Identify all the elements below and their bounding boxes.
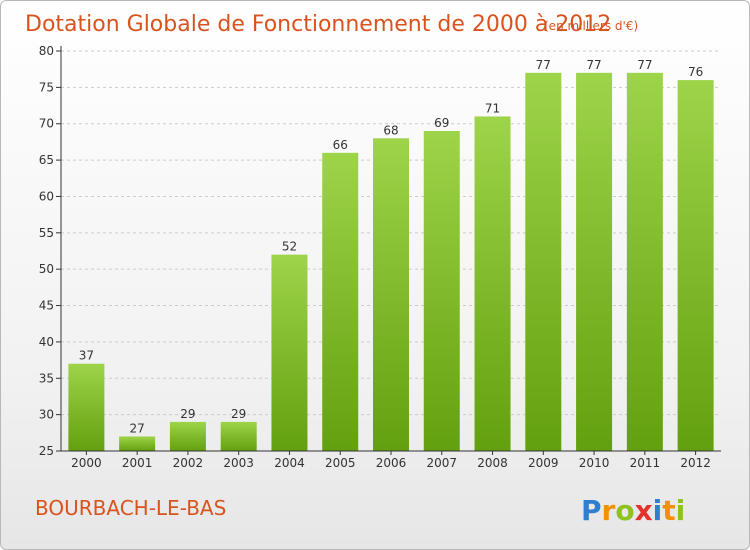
proxiti-logo: Proxiti xyxy=(581,494,685,527)
x-tick-label: 2010 xyxy=(579,456,610,470)
value-label-2000: 37 xyxy=(79,349,94,363)
chart-unit-subtitle: (en milliers d'€) xyxy=(544,19,638,33)
logo-letter: i xyxy=(676,494,686,527)
y-tick-label: 30 xyxy=(39,408,54,422)
y-tick-label: 75 xyxy=(39,80,54,94)
value-label-2001: 27 xyxy=(130,421,145,435)
y-tick-label: 45 xyxy=(39,299,54,313)
bar-2000 xyxy=(68,363,105,451)
x-tick-label: 2006 xyxy=(376,456,407,470)
y-tick-label: 50 xyxy=(39,262,54,276)
x-tick-label: 2008 xyxy=(477,456,508,470)
x-tick-label: 2001 xyxy=(122,456,153,470)
x-axis-ticks: 2000 2001 2002 2003 2004 2005 2006 2007 2008 2009… xyxy=(71,451,711,470)
logo-letter: x xyxy=(635,494,653,527)
x-tick-label: 2004 xyxy=(274,456,305,470)
bar-2008 xyxy=(474,116,511,452)
bar-2012 xyxy=(677,80,714,451)
bar-2007 xyxy=(423,131,460,451)
value-labels: 37 27 29 29 52 66 68 69 71 77 77 77 76 xyxy=(79,58,704,436)
chart-title: Dotation Globale de Fonctionnement de 20… xyxy=(25,12,611,37)
value-label-2003: 29 xyxy=(231,407,246,421)
bar-2010 xyxy=(576,72,613,452)
bar-2009 xyxy=(525,72,562,452)
y-tick-label: 65 xyxy=(39,153,54,167)
value-label-2008: 71 xyxy=(485,101,500,115)
logo-letter: o xyxy=(615,494,634,527)
bar-2001 xyxy=(119,436,156,451)
bar-2002 xyxy=(169,421,206,451)
bar-2005 xyxy=(322,152,359,451)
logo-letter: t xyxy=(662,494,675,527)
x-tick-label: 2007 xyxy=(426,456,457,470)
value-label-2012: 76 xyxy=(688,65,703,79)
y-tick-label: 35 xyxy=(39,371,54,385)
x-tick-label: 2000 xyxy=(71,456,102,470)
y-tick-label: 55 xyxy=(39,226,54,240)
x-tick-label: 2003 xyxy=(223,456,254,470)
value-label-2009: 77 xyxy=(536,58,551,72)
x-tick-label: 2012 xyxy=(680,456,711,470)
y-tick-label: 80 xyxy=(39,44,54,58)
logo-letter: P xyxy=(581,494,602,527)
bar-2011 xyxy=(626,72,663,452)
y-axis-ticks: 25 30 35 40 45 50 55 60 65 70 75 80 xyxy=(39,44,61,458)
bar-2003 xyxy=(220,421,257,451)
x-tick-label: 2009 xyxy=(528,456,559,470)
x-tick-label: 2002 xyxy=(173,456,204,470)
x-tick-label: 2005 xyxy=(325,456,356,470)
bars xyxy=(68,72,714,452)
logo-letter: r xyxy=(602,494,616,527)
value-label-2011: 77 xyxy=(637,58,652,72)
bar-2006 xyxy=(373,138,409,452)
value-label-2010: 77 xyxy=(586,58,601,72)
commune-name: BOURBACH-LE-BAS xyxy=(35,496,226,520)
value-label-2005: 66 xyxy=(333,138,348,152)
value-label-2004: 52 xyxy=(282,240,297,254)
y-tick-label: 60 xyxy=(39,189,54,203)
value-label-2006: 68 xyxy=(383,123,398,137)
bar-2004 xyxy=(271,254,308,451)
y-tick-label: 25 xyxy=(39,444,54,458)
y-tick-label: 40 xyxy=(39,335,54,349)
y-tick-label: 70 xyxy=(39,117,54,131)
logo-letter: i xyxy=(653,494,663,527)
x-tick-label: 2011 xyxy=(630,456,661,470)
value-label-2002: 29 xyxy=(180,407,195,421)
value-label-2007: 69 xyxy=(434,116,449,130)
